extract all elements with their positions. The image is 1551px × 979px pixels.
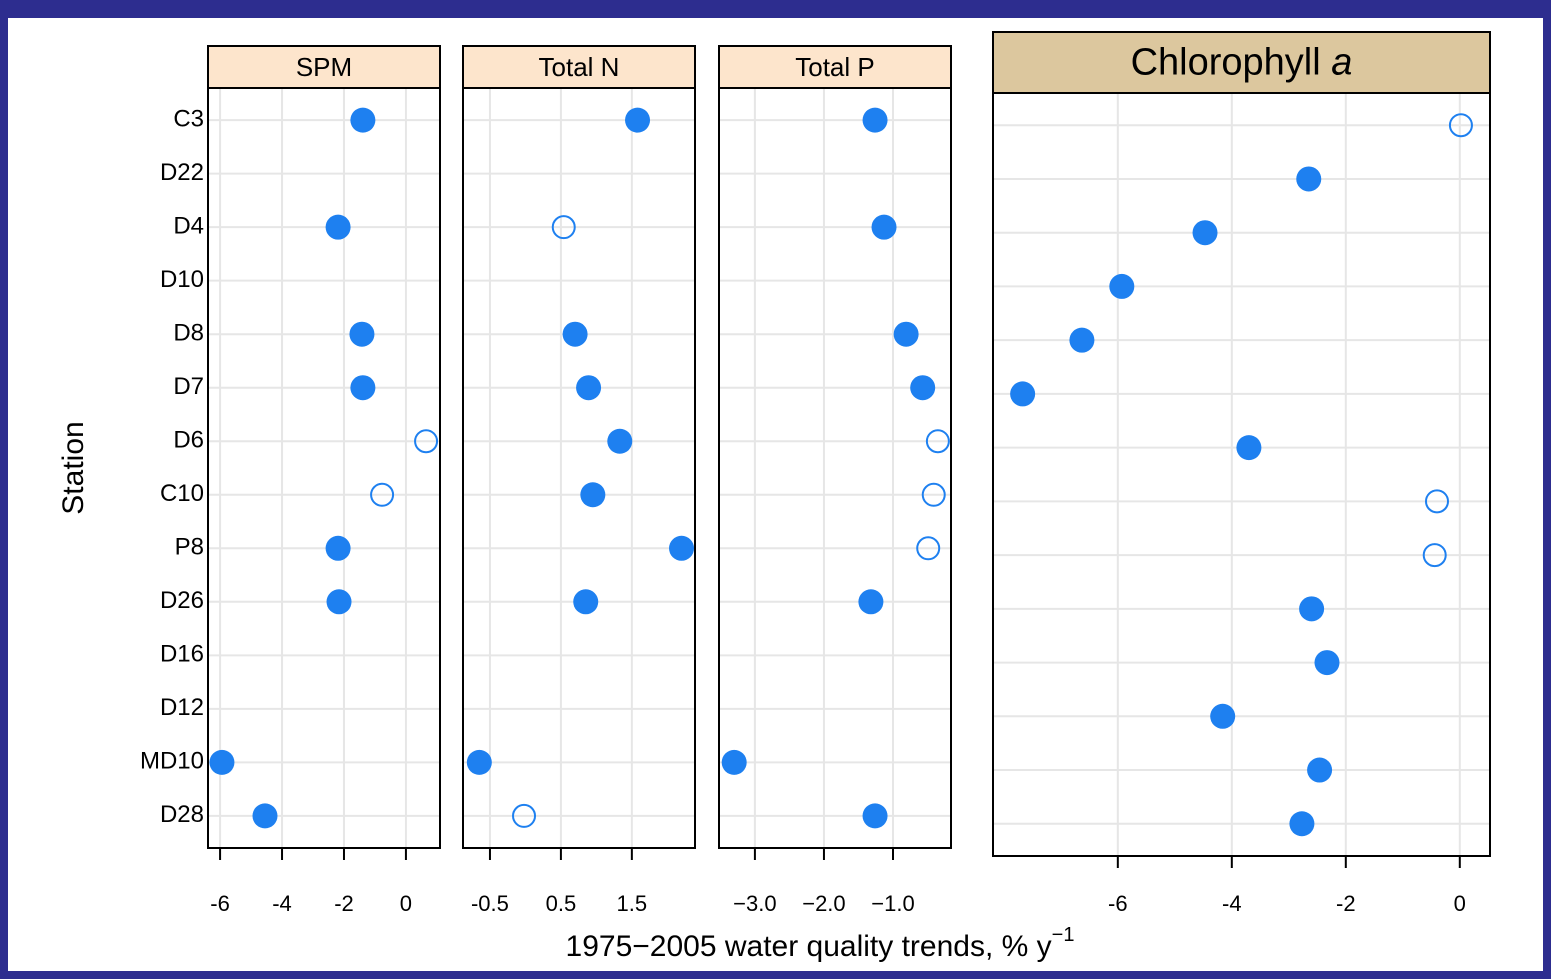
y-axis-label: Station: [57, 421, 90, 514]
strip-title: Total N: [539, 52, 620, 82]
dot-open: [921, 482, 946, 507]
dot-filled: [562, 321, 588, 347]
y-tick-label: D26: [160, 587, 204, 614]
dot-filled: [721, 749, 747, 775]
strip-title-text: Total P: [795, 52, 875, 82]
dot-filled: [580, 482, 606, 508]
dot-open: [1424, 489, 1449, 514]
dot-filled: [910, 375, 936, 401]
x-tick-label: -2: [1336, 891, 1356, 916]
x-axis-label-sup: −1: [1052, 924, 1075, 946]
dot-filled: [1210, 703, 1236, 729]
dot-filled: [669, 535, 695, 561]
dot-filled: [1069, 327, 1095, 353]
dot-filled: [209, 749, 235, 775]
dot-filled: [607, 428, 633, 454]
dot-filled: [862, 803, 888, 829]
strip: [718, 45, 952, 89]
dot-filled: [576, 375, 602, 401]
y-tick-label: D28: [160, 801, 204, 828]
dot-filled: [1109, 273, 1135, 299]
dot-filled: [862, 107, 888, 133]
strip-title-text: SPM: [296, 52, 352, 82]
strip-title-italic: a: [1331, 42, 1352, 84]
y-tick-label: C3: [173, 105, 204, 132]
dot-filled: [350, 107, 376, 133]
x-tick-label: −2.0: [802, 891, 845, 916]
dot-open: [916, 536, 941, 561]
x-axis-label-text: 1975−2005 water quality trends, % y: [566, 930, 1052, 963]
dot-filled: [252, 803, 278, 829]
y-tick-label: D4: [173, 212, 204, 239]
strip: [462, 45, 696, 89]
x-tick-label: −3.0: [733, 891, 776, 916]
strip-title: SPM: [296, 52, 352, 82]
y-tick-label: D10: [160, 266, 204, 293]
dot-filled: [1010, 381, 1036, 407]
dot-open: [925, 429, 950, 454]
strip-title-text: Chlorophyll: [1131, 42, 1321, 84]
dot-filled: [625, 107, 651, 133]
strip-title: Total P: [795, 52, 875, 82]
y-tick-label: D16: [160, 641, 204, 668]
dot-filled: [893, 321, 919, 347]
x-tick-label: -6: [1108, 891, 1128, 916]
dot-filled: [1299, 596, 1325, 622]
y-tick-label: C10: [160, 480, 204, 507]
strip-title: Chlorophyll a: [1131, 42, 1353, 84]
y-tick-label: D22: [160, 159, 204, 186]
x-tick-label: 0: [1454, 891, 1466, 916]
x-tick-label: −1.0: [871, 891, 914, 916]
x-tick-label: 0: [400, 891, 412, 916]
strip: [207, 45, 441, 89]
dot-filled: [1296, 166, 1322, 192]
dot-filled: [349, 321, 375, 347]
y-tick-label: D8: [173, 320, 204, 347]
dot-open: [1448, 113, 1473, 138]
dot-open: [512, 803, 537, 828]
panel-frame: [462, 87, 696, 849]
strip: [992, 31, 1491, 94]
y-tick-label: MD10: [140, 748, 204, 775]
dot-filled: [1307, 757, 1333, 783]
panel-frame: [992, 92, 1491, 857]
dot-open: [1422, 543, 1447, 568]
x-tick-label: 1.5: [617, 891, 648, 916]
y-tick-label: D6: [173, 427, 204, 454]
dot-filled: [858, 589, 884, 615]
strip-title-text: Total N: [539, 52, 620, 82]
dot-filled: [326, 589, 352, 615]
x-axis-label: 1975−2005 water quality trends, % y−1: [566, 924, 1075, 963]
dot-filled: [871, 214, 897, 240]
dot-filled: [573, 589, 599, 615]
dot-filled: [1236, 435, 1262, 461]
dot-open: [370, 482, 395, 507]
dot-filled: [1289, 811, 1315, 837]
dot-filled: [1314, 650, 1340, 676]
y-tick-label: D12: [160, 694, 204, 721]
panel-frame: [718, 87, 952, 849]
dot-filled: [325, 214, 351, 240]
x-tick-label: -6: [210, 891, 230, 916]
x-tick-label: -4: [272, 891, 292, 916]
dot-open: [551, 215, 576, 240]
y-tick-label: D7: [173, 373, 204, 400]
x-tick-label: -2: [334, 891, 354, 916]
x-tick-label: -0.5: [471, 891, 509, 916]
panel-frame: [207, 87, 441, 849]
x-tick-label: -4: [1222, 891, 1242, 916]
x-tick-label: 0.5: [546, 891, 577, 916]
dot-filled: [1192, 220, 1218, 246]
dot-filled: [350, 375, 376, 401]
y-tick-label: P8: [175, 534, 204, 561]
dot-filled: [325, 535, 351, 561]
dot-open: [414, 429, 439, 454]
dot-filled: [466, 749, 492, 775]
